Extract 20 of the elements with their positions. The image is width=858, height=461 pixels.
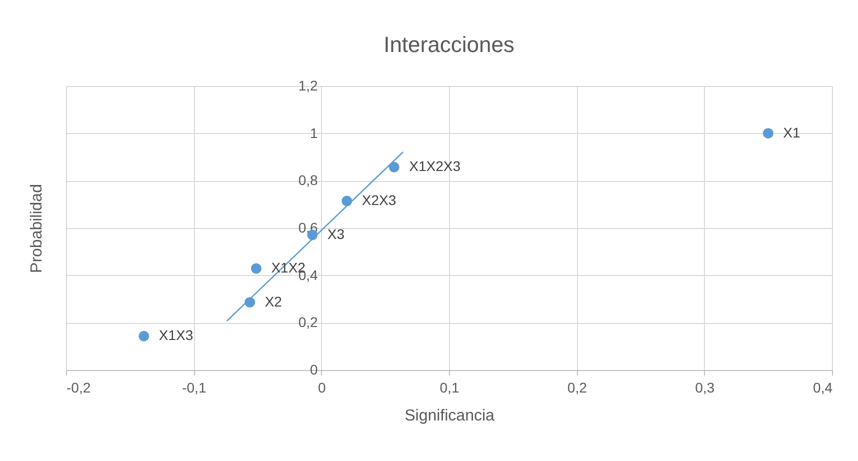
annotation: X1	[783, 124, 801, 140]
y-tick-label: 1,2	[298, 78, 318, 94]
y-axis-title: Probabilidad	[28, 184, 46, 273]
annotation: X2	[264, 293, 282, 310]
x-tick-label: 0,3	[695, 380, 715, 396]
y-tick-label: 0,2	[298, 314, 318, 330]
x-tick-label: 0,2	[567, 380, 588, 396]
annotation: X3	[327, 226, 345, 242]
x-tick-label: 0,1	[440, 380, 460, 396]
y-tick-label: 1	[310, 124, 318, 141]
annotation: X1X2X3	[409, 158, 461, 174]
annotation: X1X3	[158, 327, 194, 344]
y-tick-label: 0,8	[298, 172, 318, 188]
chart-title: Interacciones	[384, 32, 514, 57]
x-tick-label: 0,4	[813, 380, 833, 396]
annotation: X2X3	[362, 192, 396, 208]
x-axis-title: Significancia	[404, 408, 495, 424]
x-tick-label: -0,1	[182, 380, 206, 396]
x-tick-label: -0,2	[66, 380, 91, 396]
y-tick-label: 0	[310, 362, 318, 378]
